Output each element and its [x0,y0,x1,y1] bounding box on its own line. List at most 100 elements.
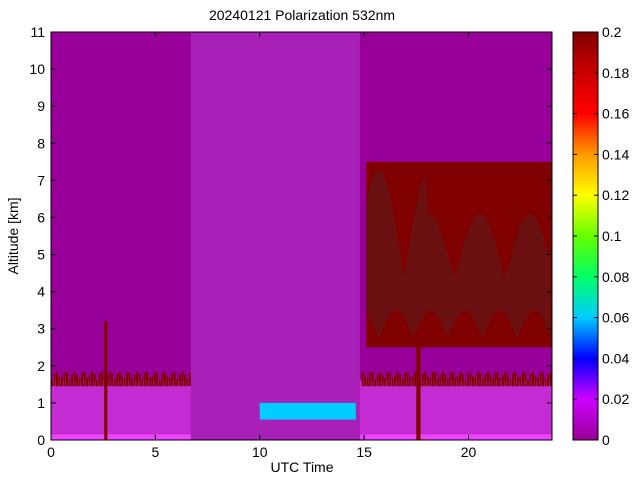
boundary-fringe [51,371,552,387]
fringe-mark [136,371,139,387]
fringe-mark [58,376,61,387]
fringe-mark [521,371,524,387]
fringe-mark [106,376,109,387]
fringe-mark [111,373,114,387]
fringe-mark [171,371,174,387]
fringe-mark [509,379,512,387]
plume-structure [366,169,550,340]
fringe-mark [484,374,487,387]
y-tick-label: 11 [30,24,45,40]
colorbar-tick-label: 0.04 [602,350,629,366]
fringe-mark [158,380,161,387]
fringe-mark [86,377,89,387]
fringe-mark [381,375,384,387]
fringe-mark [103,376,106,387]
fringe-mark [391,378,394,387]
colorbar-tick-label: 0.12 [602,187,629,203]
colorbar-tick-label: 0.06 [602,310,629,326]
y-tick-label: 3 [37,321,45,337]
fringe-mark [519,376,522,387]
fringe-mark [376,374,379,387]
fringe-mark [464,380,467,387]
fringe-mark [121,375,124,387]
plot-area [50,31,553,441]
y-tick-label: 8 [37,135,45,151]
fringe-mark [489,375,492,387]
fringe-mark [168,377,171,387]
fringe-mark [113,379,116,387]
fringe-mark [539,372,542,387]
fringe-mark [439,374,442,387]
fringe-mark [431,371,434,387]
fringe-mark [394,375,397,387]
fringe-mark [146,371,149,387]
fringe-mark [481,379,484,387]
fringe-mark [421,373,424,387]
plume-shape [366,169,550,340]
fringe-mark [71,374,74,387]
chart-title: 20240121 Polarization 532nm [209,7,395,23]
fringe-mark [366,376,369,387]
heatmap-region-spike-a [104,321,108,440]
fringe-mark [449,372,452,387]
fringe-mark [374,379,377,387]
y-tick-label: 6 [37,209,45,225]
fringe-mark [491,378,494,387]
fringe-mark [161,373,164,387]
fringe-mark [51,380,53,387]
fringe-mark [526,380,529,387]
fringe-mark [53,373,56,387]
fringe-mark [459,371,462,387]
fringe-mark [469,371,472,387]
fringe-mark [476,371,479,387]
fringe-mark [361,371,364,387]
fringe-mark [63,371,66,387]
fringe-mark [529,373,532,387]
plot-frame [50,31,553,441]
fringe-mark [524,373,527,387]
fringe-mark [406,371,409,387]
fringe-mark [143,372,146,387]
y-tick-label: 1 [37,395,45,411]
fringe-mark [61,377,64,387]
fringe-mark [441,371,444,387]
fringe-mark [56,371,59,387]
fringe-mark [546,374,549,387]
fringe-mark [399,374,402,387]
x-tick-label: 20 [461,444,477,460]
fringe-mark [88,375,91,387]
x-tick-label: 10 [252,444,268,460]
y-tick-label: 5 [37,247,45,263]
fringe-mark [176,378,179,387]
fringe-mark [496,372,499,387]
y-tick-label: 10 [29,61,45,77]
x-axis-label: UTC Time [271,459,334,475]
fringe-mark [426,375,429,387]
fringe-mark [401,379,404,387]
y-tick-label: 4 [37,284,45,300]
colorbar-tick-label: 0.14 [602,146,629,162]
fringe-mark [118,371,121,387]
fringe-mark [414,371,417,387]
fringe-mark [131,378,134,387]
fringe-mark [108,371,111,387]
fringe-mark [486,371,489,387]
colorbar-tick-label: 0.02 [602,391,629,407]
fringe-mark [541,372,544,387]
fringe-mark [141,379,144,387]
fringe-mark [514,371,517,387]
fringe-mark [451,371,454,387]
fringe-mark [419,380,422,387]
fringe-mark [454,377,457,387]
cloud-highlight [259,402,357,420]
fringe-mark [479,372,482,387]
heatmap-content [51,32,552,440]
fringe-mark [416,373,419,387]
fringe-mark [126,372,129,387]
fringe-mark [66,372,69,387]
fringe-mark [91,371,94,387]
fringe-mark [511,373,514,387]
colorbar-tick-label: 0.18 [602,65,629,81]
fringe-mark [153,371,156,387]
